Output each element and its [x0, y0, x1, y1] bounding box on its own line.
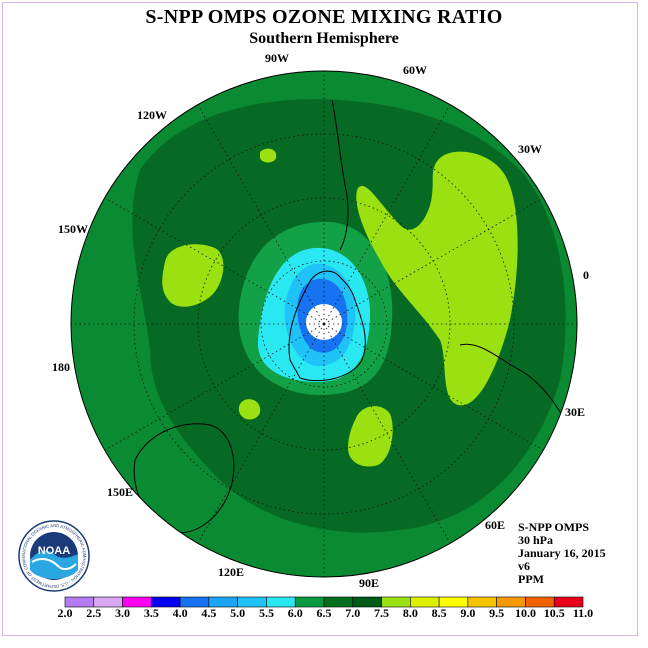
lon-label-180: 180	[52, 360, 70, 374]
lon-label-150e: 150E	[107, 485, 134, 499]
map-subtitle: Southern Hemisphere	[249, 30, 399, 47]
info-date: January 16, 2015	[518, 546, 606, 560]
colorbar-tick-label: 6.5	[316, 606, 332, 620]
info-instrument: S-NPP OMPS	[518, 520, 589, 534]
lon-label-30e: 30E	[565, 405, 586, 419]
colorbar-tick-label: 11.0	[572, 606, 594, 620]
colorbar-tick-label: 3.5	[143, 606, 159, 620]
colorbar-tick-label: 4.5	[201, 606, 217, 620]
image-frame	[2, 2, 638, 636]
lon-label-90w: 90W	[265, 51, 289, 65]
colorbar-tick-label: 9.0	[460, 606, 476, 620]
lon-label-60e: 60E	[485, 518, 506, 532]
lon-label-60w: 60W	[403, 63, 427, 77]
colorbar-tick-label: 7.0	[345, 606, 361, 620]
colorbar-tick-label: 4.0	[172, 606, 188, 620]
map-border	[70, 70, 578, 578]
graticule	[71, 71, 577, 577]
map-title: S-NPP OMPS OZONE MIXING RATIO	[145, 6, 503, 28]
field-lightgreen-pacific	[162, 244, 224, 307]
colorbar-tick-label: 3.0	[115, 606, 131, 620]
colorbar-tick-label: 2.0	[57, 606, 73, 620]
map-field	[71, 71, 577, 577]
colorbar-tick-label: 5.5	[258, 606, 274, 620]
noaa-logo-text: NOAA	[38, 545, 70, 557]
coastline-antarctica	[288, 270, 366, 382]
field-lightgreen-atlantic	[356, 151, 518, 406]
polar-night-hole	[306, 304, 342, 340]
info-version: v6	[518, 559, 530, 573]
colorbar-tick-label: 10.0	[514, 606, 536, 620]
lon-label-120e: 120E	[218, 565, 245, 579]
info-units: PPM	[518, 572, 544, 586]
info-block: S-NPP OMPS 30 hPa January 16, 2015 v6 PP…	[518, 521, 606, 586]
colorbar-tick-label: 8.0	[402, 606, 418, 620]
colorbar-tick-label: 2.5	[86, 606, 102, 620]
coastline-africa	[459, 343, 571, 431]
field-lightgreen-small	[260, 148, 277, 163]
colorbar-tick-label: 5.0	[230, 606, 246, 620]
lon-label-30w: 30W	[518, 142, 542, 156]
coastline-south-america	[331, 99, 349, 251]
colorbar-tick-label: 9.5	[489, 606, 505, 620]
lon-label-0: 0	[583, 268, 589, 282]
field-lightgreen-indian	[348, 406, 393, 467]
lon-label-120w: 120W	[137, 108, 167, 122]
colorbar-tick-label: 6.0	[287, 606, 303, 620]
colorbar-tick-label: 8.5	[431, 606, 447, 620]
colorbar-tick-label: 7.5	[374, 606, 390, 620]
field-lightgreen-nz	[238, 399, 261, 420]
lon-label-90e: 90E	[359, 576, 380, 590]
info-level: 30 hPa	[518, 533, 554, 547]
colorbar-tick-label: 10.5	[543, 606, 565, 620]
noaa-logo-icon: NOAA NATIONAL OCEANIC AND ATMOSPHERIC AD…	[18, 520, 90, 592]
lon-label-150w: 150W	[58, 222, 88, 236]
